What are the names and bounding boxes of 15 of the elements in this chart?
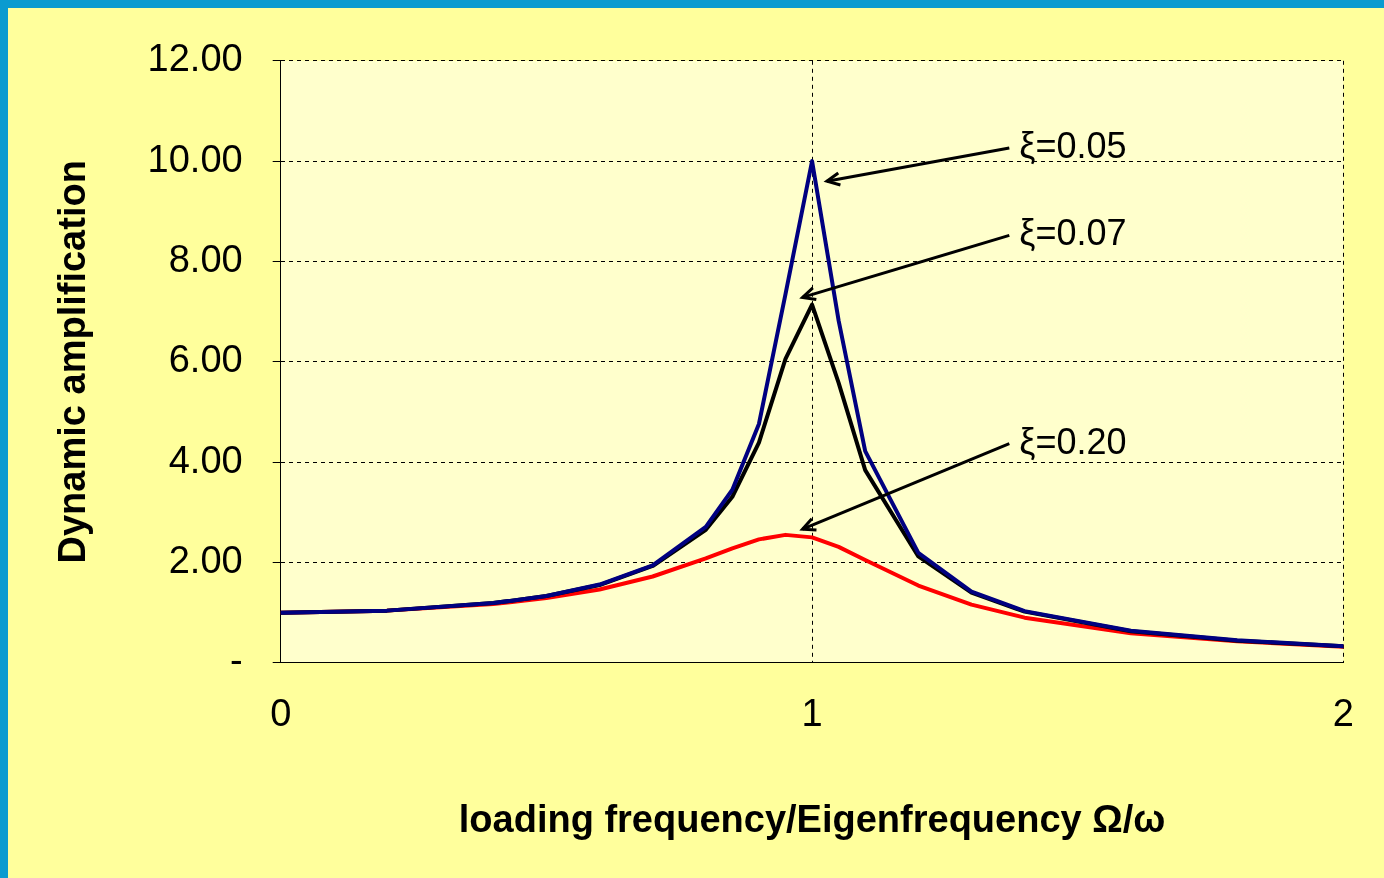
annotation: ξ=0.07 bbox=[1019, 212, 1127, 254]
x-axis-title: loading frequency/Eigenfrequency Ω/ω bbox=[458, 797, 1166, 840]
y-tick-label: 12.00 bbox=[147, 37, 243, 80]
x-tick-label: 1 bbox=[801, 692, 823, 735]
y-tick-label: 2.00 bbox=[168, 538, 243, 581]
y-axis-title: Dynamic amplification bbox=[51, 160, 94, 564]
x-tick-label: 2 bbox=[1332, 692, 1354, 735]
annotation: ξ=0.20 bbox=[1019, 420, 1127, 462]
annotation: ξ=0.05 bbox=[1019, 125, 1127, 167]
y-tick-label: 6.00 bbox=[168, 338, 243, 381]
y-tick-label: 10.00 bbox=[147, 137, 243, 180]
y-tick-label: - bbox=[230, 639, 243, 682]
y-tick-label: 8.00 bbox=[168, 237, 243, 280]
y-tick-label: 4.00 bbox=[168, 438, 243, 481]
x-tick-label: 0 bbox=[270, 692, 292, 735]
